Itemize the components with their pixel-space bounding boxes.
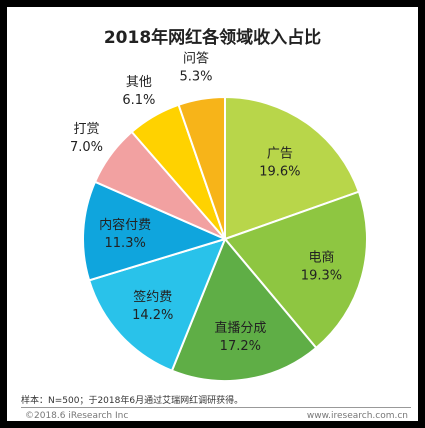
- pie-slice: [223, 190, 368, 350]
- slice-value-label: 7.0%: [70, 140, 103, 155]
- pie-slice: [87, 237, 227, 372]
- pie-slice: [177, 95, 226, 240]
- slice-label: 广告: [267, 146, 293, 161]
- slice-label: 签约费: [133, 289, 172, 305]
- slice-value-label: 14.2%: [132, 308, 173, 323]
- slice-value-label: 19.3%: [301, 268, 342, 283]
- slice-label: 问答: [183, 50, 209, 66]
- pie-slice: [170, 237, 318, 382]
- slice-value-label: 6.1%: [122, 93, 155, 108]
- slice-label: 直播分成: [214, 321, 266, 336]
- chart-title: 2018年网红各领域收入占比: [103, 28, 322, 48]
- footer-divider: [21, 407, 411, 408]
- footer-copyright: ©2018.6 iResearch Inc: [25, 411, 129, 421]
- slice-value-label: 19.6%: [259, 164, 300, 179]
- pie-slice: [82, 180, 228, 282]
- slice-value-label: 11.3%: [105, 236, 146, 251]
- pie-chart: 广告 19.6% 电商 19.3% 直播分成 17.2% 签约费 14.2% 内容付费 11.3%…: [70, 50, 368, 382]
- slice-label: 电商: [308, 250, 334, 265]
- slice-label: 其他: [126, 75, 152, 90]
- slice-label: 打赏: [73, 122, 99, 137]
- chart-frame: 2018年网红各领域收入占比 广告 19.6% 电商 19.3% 直播分成 17.2% 签约…: [7, 7, 418, 421]
- sample-note: 样本：N=500；于2018年6月通过艾瑞网红调研获得。: [21, 396, 244, 406]
- footer-website: www.iresearch.com.cn: [306, 411, 408, 421]
- slice-label: 内容付费: [99, 217, 151, 233]
- slice-value-label: 5.3%: [179, 69, 212, 84]
- slice-value-label: 17.2%: [220, 339, 261, 354]
